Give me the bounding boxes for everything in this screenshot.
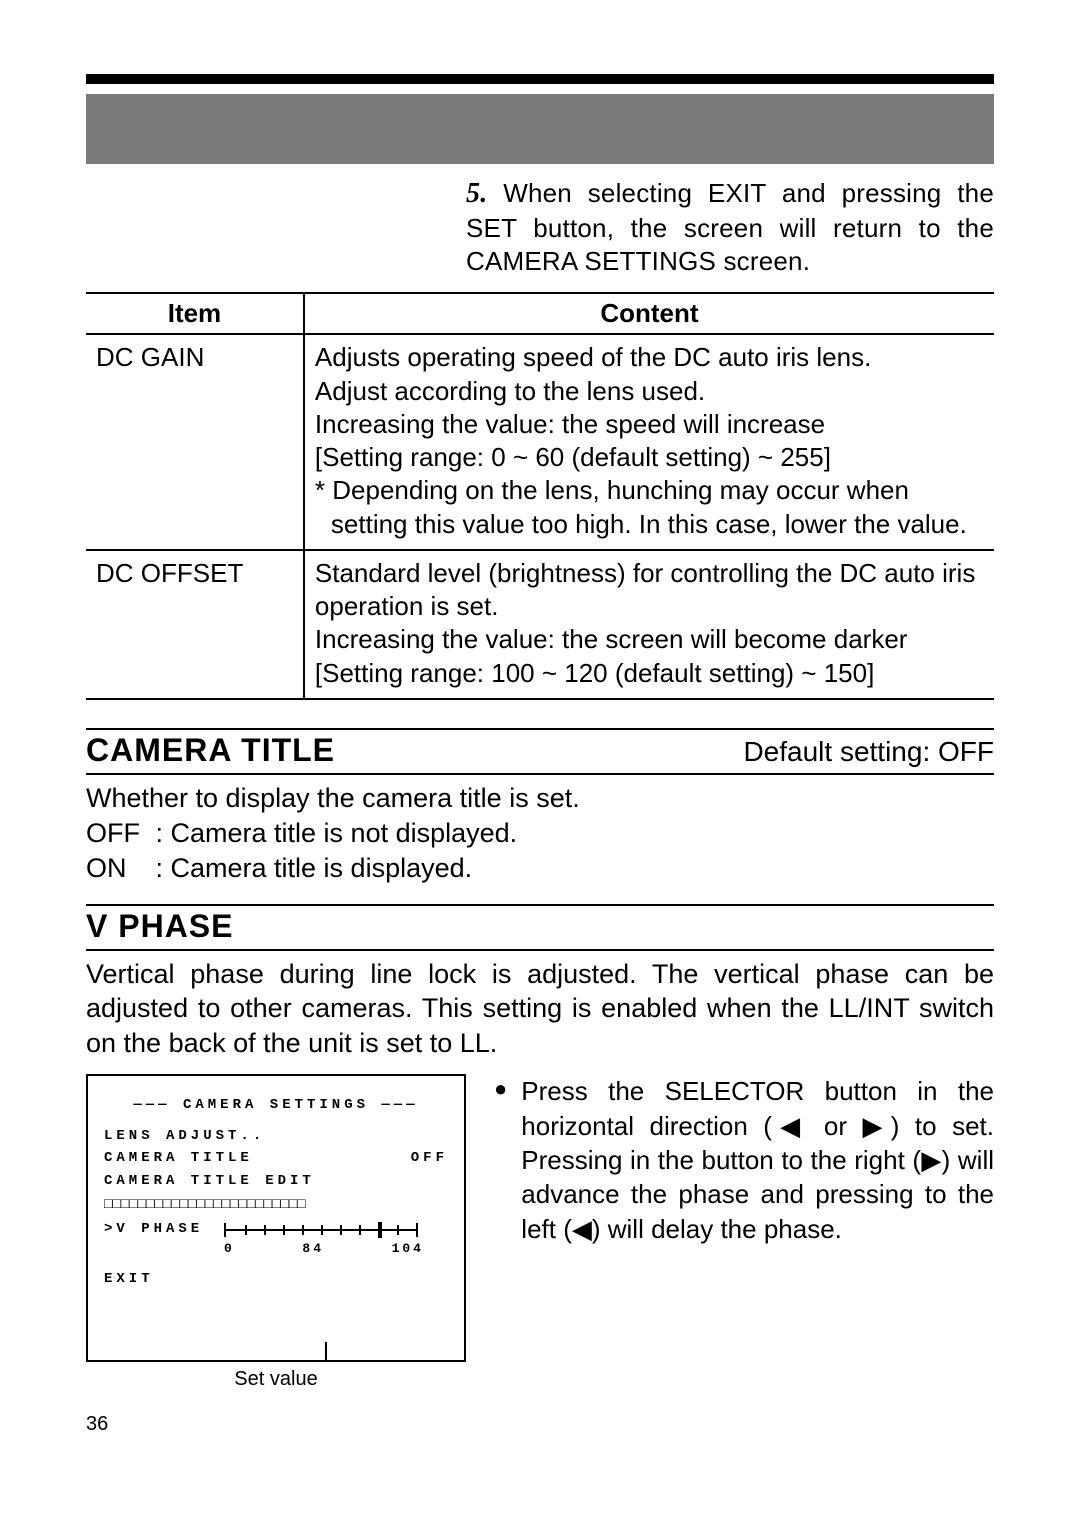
settings-table: Item Content DC GAINAdjusts operating sp…	[86, 292, 994, 700]
option-row: ON : Camera title is displayed.	[86, 851, 994, 886]
section-banner	[86, 94, 994, 164]
vphase-bullet-text: Press the SELECTOR button in the horizon…	[521, 1074, 994, 1246]
step-text: When selecting EXIT and pressing the SET…	[466, 178, 994, 276]
camera-title-lead: Whether to display the camera title is s…	[86, 781, 994, 816]
table-header-content: Content	[304, 293, 994, 334]
vphase-instructions: ● Press the SELECTOR button in the horiz…	[494, 1074, 994, 1246]
option-row: OFF : Camera title is not displayed.	[86, 816, 994, 851]
camera-title-heading: CAMERA TITLE	[86, 732, 335, 769]
table-cell-content: Standard level (brightness) for controll…	[304, 550, 994, 699]
table-row: DC GAINAdjusts operating speed of the DC…	[86, 334, 994, 550]
vphase-lead: Vertical phase during line lock is adjus…	[86, 957, 994, 1061]
camera-title-heading-row: CAMERA TITLE Default setting: OFF	[86, 728, 994, 775]
slider-max: 104	[392, 1239, 424, 1260]
vphase-heading-row: V PHASE	[86, 904, 994, 951]
camera-title-options: OFF : Camera title is not displayed.ON :…	[86, 816, 994, 886]
page-number: 36	[86, 1413, 994, 1436]
table-row: DC OFFSETStandard level (brightness) for…	[86, 550, 994, 699]
slider-min: 0	[224, 1239, 235, 1260]
osd-lens-adjust: LENS ADJUST..	[104, 1125, 448, 1147]
step-note: 5. When selecting EXIT and pressing the …	[466, 176, 994, 278]
vphase-heading: V PHASE	[86, 908, 233, 944]
table-cell-item: DC OFFSET	[86, 550, 304, 699]
bullet-icon: ●	[494, 1074, 507, 1246]
osd-camera-title-value: OFF	[411, 1147, 448, 1169]
osd-title-boxes: □□□□□□□□□□□□□□□□□□□□□□□□	[104, 1194, 448, 1216]
table-header-item: Item	[86, 293, 304, 334]
camera-title-default: Default setting: OFF	[743, 736, 994, 768]
osd-setvalue-pointer	[325, 1342, 327, 1362]
top-rule	[86, 74, 994, 84]
osd-vphase-label: >V PHASE	[104, 1218, 224, 1240]
osd-screen: ——— CAMERA SETTINGS ——— LENS ADJUST.. CA…	[86, 1074, 466, 1362]
table-cell-content: Adjusts operating speed of the DC auto i…	[304, 334, 994, 550]
slider-value: 84	[302, 1239, 324, 1260]
osd-camera-title-label: CAMERA TITLE	[104, 1147, 253, 1169]
step-number: 5.	[466, 178, 487, 209]
osd-caption: Set value	[86, 1368, 466, 1391]
slider-marker	[378, 1222, 382, 1238]
osd-title: ——— CAMERA SETTINGS ———	[104, 1094, 448, 1116]
osd-camera-title-edit: CAMERA TITLE EDIT	[104, 1170, 448, 1192]
table-cell-item: DC GAIN	[86, 334, 304, 550]
osd-exit: EXIT	[104, 1268, 448, 1290]
